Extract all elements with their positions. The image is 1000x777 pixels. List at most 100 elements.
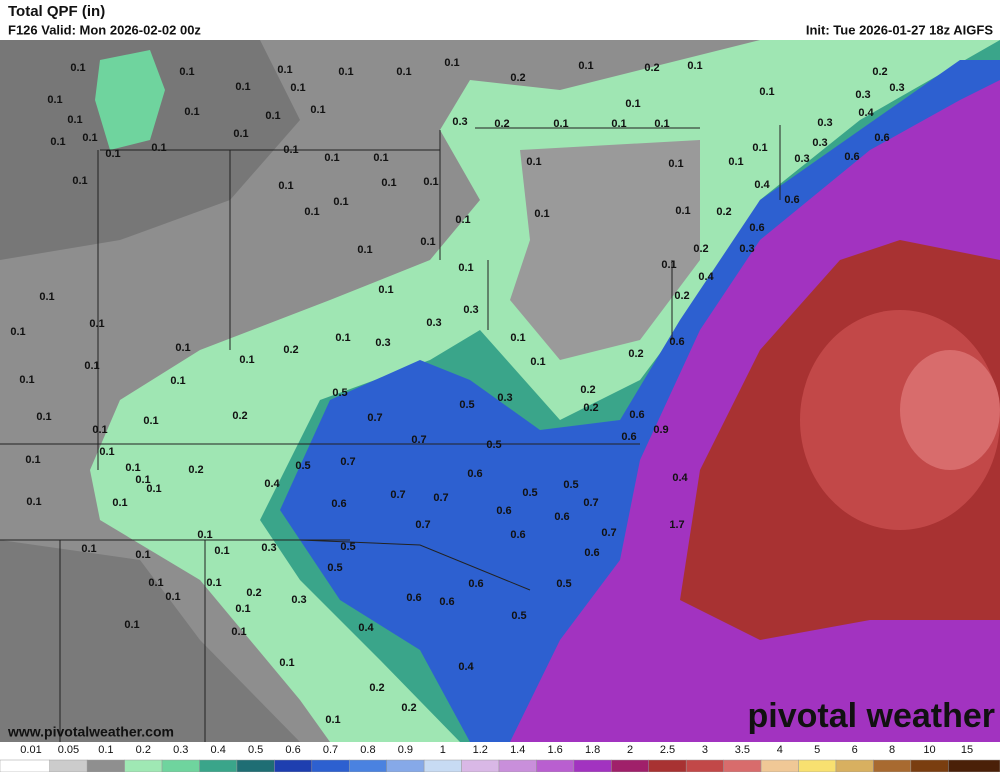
color-swatch [798, 759, 837, 773]
map-label: 0.1 [25, 454, 40, 466]
map-label: 0.4 [672, 472, 688, 484]
colorbar-label: 0.9 [398, 744, 413, 756]
color-swatch [760, 759, 799, 773]
colorbar-label: 0.5 [248, 744, 263, 756]
map-label: 0.2 [283, 344, 298, 356]
colorbar-label: 1.2 [473, 744, 488, 756]
map-label: 0.1 [124, 619, 139, 631]
colorbar-label: 10 [923, 744, 935, 756]
map-label: 0.1 [112, 497, 127, 509]
map-label: 0.3 [855, 89, 870, 101]
map-label: 0.1 [67, 114, 82, 126]
map-label: 0.7 [433, 492, 448, 504]
map-label: 0.7 [601, 527, 616, 539]
colorbar-label: 1.8 [585, 744, 600, 756]
map-label: 0.1 [534, 208, 549, 220]
map-label: 0.2 [188, 464, 203, 476]
map-label: 0.4 [458, 661, 474, 673]
map-label: 0.1 [146, 483, 161, 495]
map-label: 0.2 [872, 66, 887, 78]
colorbar-label: 6 [852, 744, 858, 756]
title: Total QPF (in) [8, 3, 105, 20]
website: www.pivotalweather.com [7, 724, 174, 740]
map-label: 0.3 [375, 337, 390, 349]
map-label: 0.1 [26, 496, 41, 508]
color-swatch [199, 759, 238, 773]
color-swatch [611, 759, 650, 773]
map-label: 0.6 [784, 194, 799, 206]
map-label: 0.1 [265, 110, 280, 122]
map-label: 0.4 [264, 478, 280, 490]
map-label: 0.1 [752, 142, 767, 154]
map-label: 0.2 [693, 243, 708, 255]
map-label: 0.1 [179, 66, 194, 78]
map-label: 1.7 [669, 519, 684, 531]
red-core [900, 350, 1000, 470]
map-label: 0.1 [335, 332, 350, 344]
map-label: 0.1 [235, 81, 250, 93]
map-label: 0.1 [170, 375, 185, 387]
map-label: 0.1 [239, 354, 254, 366]
map-label: 0.1 [82, 132, 97, 144]
map-label: 0.7 [411, 434, 426, 446]
map-label: 0.6 [439, 596, 454, 608]
map-label: 0.1 [378, 284, 393, 296]
map-label: 0.1 [578, 60, 593, 72]
colorbar-label: 0.3 [173, 744, 188, 756]
map-label: 0.1 [84, 360, 99, 372]
color-swatch [873, 759, 912, 773]
map-label: 0.1 [50, 136, 65, 148]
map-label: 0.1 [135, 474, 150, 486]
color-swatch [124, 759, 163, 773]
map-label: 0.1 [231, 626, 246, 638]
color-swatch [274, 759, 313, 773]
map-label: 0.1 [206, 577, 221, 589]
color-swatch [573, 759, 612, 773]
map-label: 0.1 [214, 545, 229, 557]
map-label: 0.1 [47, 94, 62, 106]
map-label: 0.2 [580, 384, 595, 396]
map-label: 0.1 [324, 152, 339, 164]
map-label: 0.3 [794, 153, 809, 165]
map-label: 0.3 [889, 82, 904, 94]
map-label: 0.1 [89, 318, 104, 330]
map-label: 0.6 [510, 529, 525, 541]
map-label: 0.1 [36, 411, 51, 423]
map-label: 0.2 [628, 348, 643, 360]
colorbar-label: 0.4 [211, 744, 226, 756]
color-swatch [648, 759, 687, 773]
map-label: 0.1 [625, 98, 640, 110]
map [0, 40, 1000, 742]
map-label: 0.1 [151, 142, 166, 154]
map-label: 0.1 [278, 180, 293, 192]
map-label: 0.1 [175, 342, 190, 354]
map-label: 0.1 [728, 156, 743, 168]
map-label: 0.1 [148, 577, 163, 589]
map-label: 0.4 [858, 107, 874, 119]
color-swatch [723, 759, 762, 773]
map-label: 0.1 [233, 128, 248, 140]
colorbar-label: 0.01 [20, 744, 41, 756]
map-label: 0.6 [468, 578, 483, 590]
header-bg [0, 0, 1000, 40]
map-label: 0.2 [401, 702, 416, 714]
map-label: 0.1 [279, 657, 294, 669]
colorbar-label: 3 [702, 744, 708, 756]
colorbar-label: 4 [777, 744, 783, 756]
map-label: 0.1 [654, 118, 669, 130]
map-label: 0.6 [749, 222, 764, 234]
map-label: 0.1 [81, 543, 96, 555]
map-label: 0.1 [455, 214, 470, 226]
map-label: 0.7 [367, 412, 382, 424]
map-label: 0.1 [70, 62, 85, 74]
color-swatch [948, 759, 1000, 773]
map-label: 0.1 [184, 106, 199, 118]
map-label: 0.7 [415, 519, 430, 531]
map-label: 0.7 [390, 489, 405, 501]
color-swatch [386, 759, 425, 773]
map-label: 0.1 [135, 549, 150, 561]
map-label: 0.1 [92, 424, 107, 436]
map-label: 0.1 [423, 176, 438, 188]
map-label: 0.1 [143, 415, 158, 427]
color-swatch [461, 759, 500, 773]
